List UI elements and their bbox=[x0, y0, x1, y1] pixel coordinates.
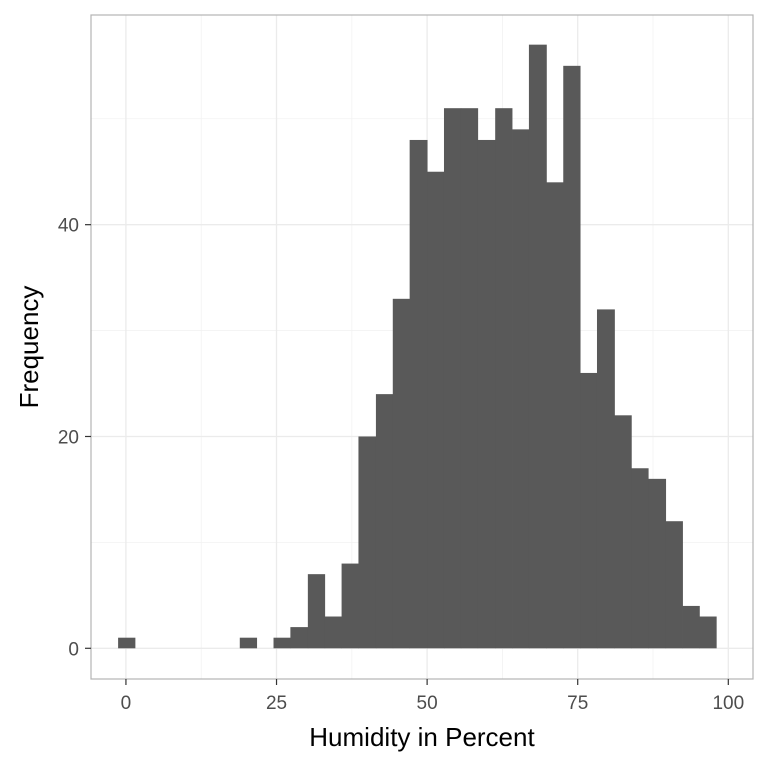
histogram-bar bbox=[118, 637, 136, 649]
histogram-bar bbox=[512, 129, 530, 649]
histogram-bar bbox=[358, 436, 377, 649]
histogram-bar bbox=[409, 139, 428, 649]
histogram-bar bbox=[324, 616, 342, 649]
y-tick-label: 20 bbox=[58, 427, 79, 448]
histogram-bar bbox=[648, 478, 667, 649]
histogram-bar bbox=[495, 108, 513, 649]
y-tick-label: 0 bbox=[68, 639, 79, 660]
histogram-bar bbox=[477, 139, 496, 649]
x-tick-label: 75 bbox=[567, 693, 588, 714]
histogram-bar bbox=[546, 182, 564, 649]
histogram-bar bbox=[375, 394, 394, 649]
histogram-bar bbox=[239, 637, 258, 649]
axis-ticks: 0 25 50 75 100 0 20 40 bbox=[58, 216, 744, 714]
histogram-bar bbox=[682, 605, 700, 649]
histogram-bar bbox=[443, 108, 462, 649]
histogram-bar bbox=[699, 616, 717, 649]
x-tick-label: 100 bbox=[712, 693, 744, 714]
histogram-bar bbox=[273, 637, 291, 649]
histogram-bar bbox=[596, 309, 615, 649]
histogram-bar bbox=[528, 44, 547, 649]
x-tick-label: 0 bbox=[121, 693, 132, 714]
histogram-bar bbox=[307, 574, 326, 649]
histogram-bar bbox=[427, 171, 445, 649]
histogram-bar bbox=[631, 468, 649, 649]
x-axis-title: Humidity in Percent bbox=[309, 722, 535, 752]
histogram-bar bbox=[580, 372, 598, 649]
histogram-bar bbox=[460, 108, 479, 649]
x-tick-label: 25 bbox=[266, 693, 287, 714]
histogram-bar bbox=[392, 298, 411, 649]
histogram-bar bbox=[665, 521, 683, 649]
x-tick-label: 50 bbox=[417, 693, 438, 714]
histogram-bar bbox=[341, 563, 359, 649]
panel-border bbox=[90, 14, 754, 680]
histogram-bar bbox=[614, 415, 632, 649]
histogram-bar bbox=[563, 65, 581, 649]
histogram-bars bbox=[118, 44, 717, 649]
y-axis-title: Frequency bbox=[14, 286, 44, 409]
y-tick-label: 40 bbox=[58, 216, 79, 237]
histogram-bar bbox=[290, 627, 309, 649]
